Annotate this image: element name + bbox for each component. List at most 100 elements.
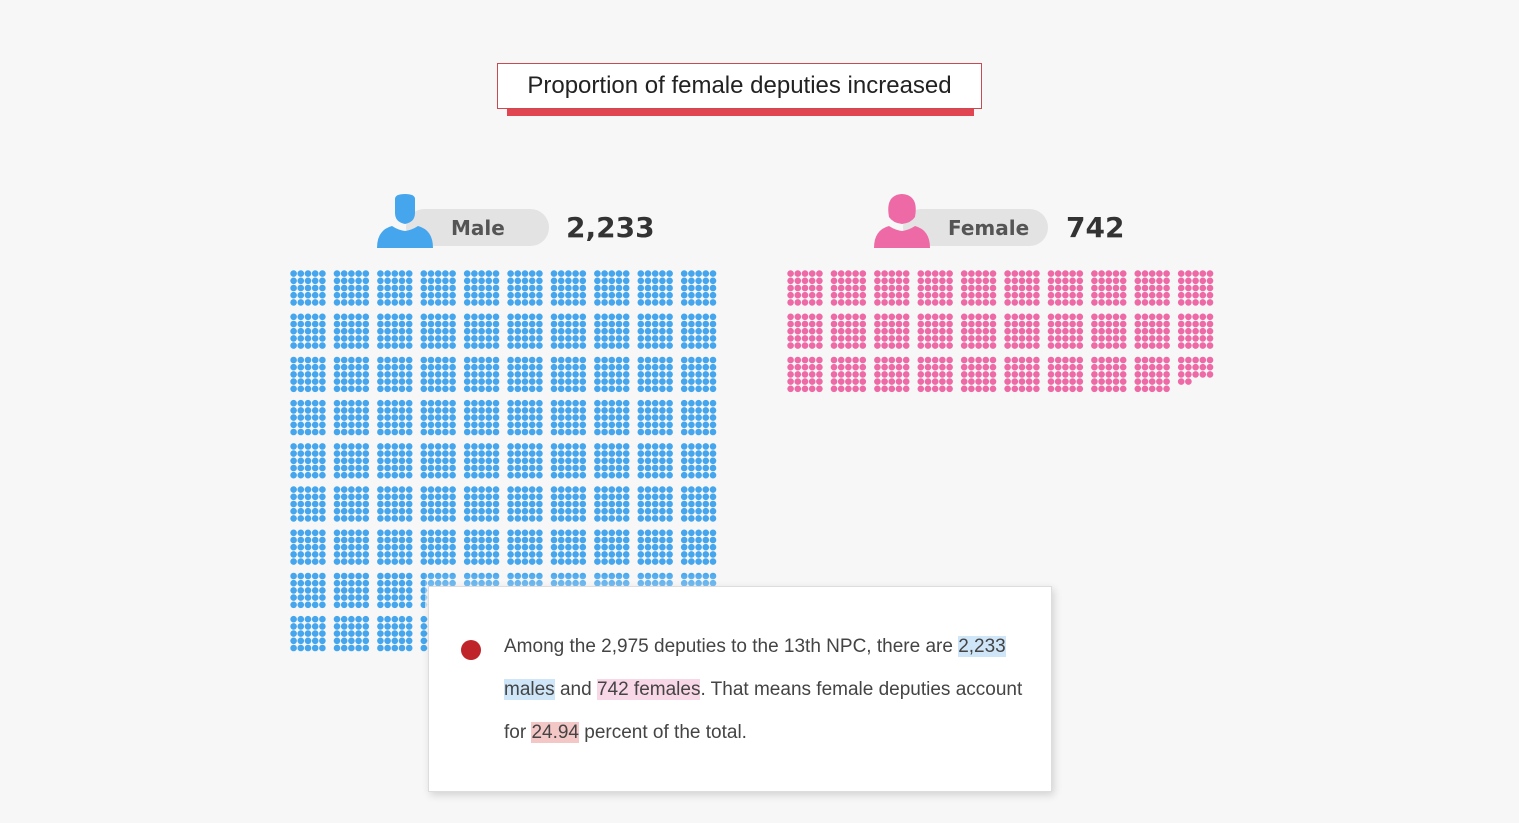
female-dot-block [874,270,910,306]
male-dot [536,414,543,421]
male-dot [304,644,312,652]
male-dot [340,623,348,630]
male-dot [709,493,717,501]
female-dot [989,277,997,285]
male-dot [659,356,666,364]
male-dot [601,327,608,335]
female-dot [808,371,816,378]
male-dot [391,277,399,285]
female-dot [1076,363,1084,371]
male-dot [659,385,666,393]
male-dot [434,378,442,385]
male-dot-block [550,486,587,522]
male-dot [333,529,341,537]
male-dot [384,457,391,465]
male-dot [572,543,579,551]
male-dot [651,378,659,385]
male-dot [333,536,341,544]
female-dot-block [830,313,867,349]
male-dot [405,399,413,407]
female-dot [1206,277,1214,285]
male-dot [514,313,522,321]
male-dot [485,284,493,292]
male-dot [702,471,710,479]
female-dot [801,277,809,285]
male-dot [688,536,695,544]
male-dot [579,543,587,551]
male-dot [297,623,305,630]
male-dot [304,579,312,587]
female-dot-block [1047,270,1084,306]
male-dot [463,385,471,393]
male-dot [319,313,326,321]
male-dot [427,536,435,544]
male-dot [702,421,710,429]
male-dot [550,313,558,321]
female-dot [874,284,881,292]
male-dot-block [377,486,413,522]
female-dot [917,363,925,371]
female-dot [816,342,823,349]
male-dot [478,536,485,544]
male-dot [572,313,579,321]
female-dot [1177,356,1185,364]
female-dot [837,378,845,385]
male-dot [290,579,297,587]
male-dot [702,277,710,285]
female-dot [1076,320,1084,328]
male-dot [594,291,601,299]
female-dot [1105,378,1113,385]
female-dot [808,363,816,371]
male-dot [449,299,456,306]
male-dot [348,615,355,623]
male-dot-block [333,270,370,306]
female-dot [1148,320,1156,328]
male-dot [427,493,435,501]
male-dot [449,371,456,378]
male-dot [695,378,702,385]
male-dot [644,551,652,558]
male-dot [514,399,522,407]
male-dot [550,551,558,558]
male-dot [608,291,616,299]
male-dot [391,407,399,414]
male-dot [377,320,384,328]
female-dot [845,335,852,342]
female-dot [1018,335,1026,342]
male-dot [304,291,312,299]
female-dot [859,363,867,371]
male-dot [319,320,326,328]
male-dot [362,601,370,609]
male-dot [442,507,449,515]
male-dot [311,464,319,472]
female-dot [830,313,838,321]
male-dot [572,551,579,558]
female-dot [1163,371,1170,378]
male-dot [348,507,355,515]
male-dot [391,342,399,349]
male-dot [290,284,297,292]
male-dot [601,414,608,421]
male-dot [442,421,449,429]
male-dot [290,644,297,652]
male-dot [355,551,362,558]
male-dot [521,457,529,465]
female-dot [881,299,888,306]
female-dot [1192,291,1199,299]
male-dot [420,313,428,321]
male-dot [528,399,536,407]
male-dot [521,284,529,292]
male-dot [463,270,471,277]
male-dot [702,342,710,349]
male-dot [290,464,297,472]
female-dot [1105,385,1113,393]
male-dot [615,414,623,421]
female-dot [1134,363,1142,371]
male-dot [463,443,471,450]
male-dot [514,486,522,493]
male-dot [565,342,572,349]
male-dot [666,270,673,277]
male-dot [471,371,478,378]
female-dot [1185,342,1192,349]
male-dot [471,543,478,551]
